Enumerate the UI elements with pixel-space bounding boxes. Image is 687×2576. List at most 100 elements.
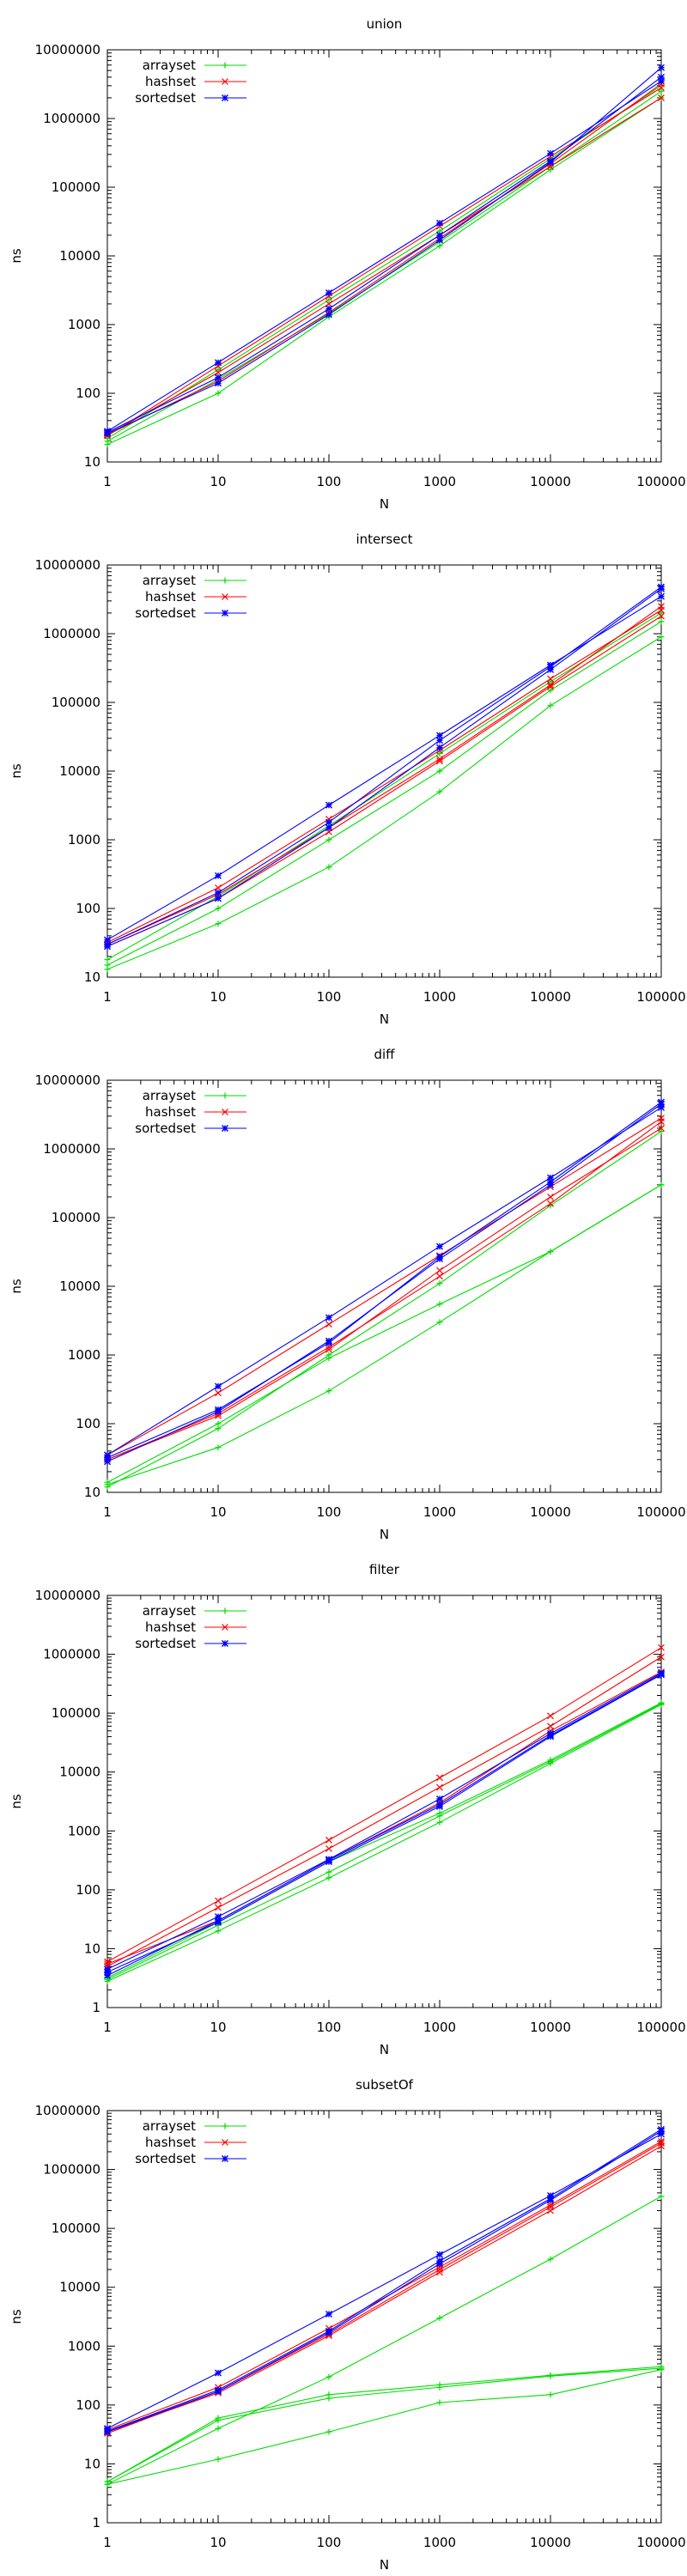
data-point	[104, 1484, 111, 1491]
series-line	[106, 1102, 662, 1459]
data-point	[436, 768, 443, 775]
series-line	[106, 83, 662, 435]
series-line	[106, 1702, 662, 1978]
x-tick-label: 100000	[636, 2020, 685, 2035]
data-point	[547, 675, 554, 683]
x-tick-label: 10	[210, 2535, 226, 2550]
x-tick-label: 10000	[530, 474, 571, 489]
legend-label: sortedset	[135, 1121, 196, 1136]
legend-marker	[222, 1092, 228, 1099]
data-point	[547, 1712, 554, 1720]
y-tick-label: 1000000	[43, 2162, 100, 2178]
y-tick-label: 1000	[68, 832, 100, 848]
y-tick-label: 10	[84, 1485, 100, 1500]
data-point	[436, 737, 443, 744]
legend-label: sortedset	[135, 605, 196, 621]
y-tick-label: 1000000	[43, 111, 100, 126]
legend-label: sortedset	[135, 2151, 196, 2166]
data-point	[104, 957, 111, 963]
legend-label: sortedset	[135, 1636, 196, 1651]
data-point	[547, 683, 554, 690]
x-tick-label: 1	[103, 2535, 112, 2550]
series-line	[106, 596, 662, 940]
series-line	[106, 2367, 662, 2482]
series-line	[106, 1671, 662, 1965]
data-point	[436, 744, 443, 751]
data-point	[658, 1182, 665, 1188]
legend-marker	[222, 78, 228, 85]
data-point	[215, 359, 222, 367]
data-point	[658, 1653, 665, 1661]
x-tick-label: 1	[103, 2020, 112, 2035]
series-line	[106, 1674, 662, 1973]
legend-label: arrayset	[143, 573, 196, 588]
data-point	[215, 1389, 222, 1397]
data-point	[436, 2266, 443, 2273]
data-point	[325, 1321, 332, 1328]
data-point	[436, 1273, 443, 1280]
y-tick-label: 10000	[59, 2280, 100, 2295]
legend-marker	[222, 1109, 228, 1115]
y-tick-label: 10000000	[35, 42, 100, 58]
data-point	[215, 367, 222, 374]
data-point	[215, 2386, 222, 2394]
series-run-1	[104, 1182, 665, 1485]
data-point	[547, 2372, 554, 2379]
data-point	[658, 94, 665, 101]
data-point	[436, 2251, 443, 2258]
data-point	[547, 1249, 554, 1255]
series-hashset	[104, 2142, 665, 2436]
y-tick-label: 1000000	[43, 1141, 100, 1157]
x-tick-label: 10	[210, 474, 226, 489]
y-tick-label: 10000000	[35, 1588, 100, 1603]
data-point	[325, 1314, 332, 1321]
data-point	[325, 2428, 332, 2435]
series-line	[106, 87, 662, 437]
data-point	[215, 889, 222, 896]
y-tick-label: 10	[84, 454, 100, 470]
data-point	[658, 1700, 665, 1707]
x-tick-label: 10000	[530, 1504, 571, 1520]
data-point	[658, 1124, 665, 1132]
legend-label: arrayset	[143, 1603, 196, 1619]
data-point	[215, 895, 222, 902]
x-axis-label: N	[380, 1012, 389, 1027]
legend-label: hashset	[145, 74, 196, 89]
data-point	[325, 864, 332, 871]
series-run-7	[104, 77, 665, 435]
y-tick-label: 1000	[68, 317, 100, 332]
series-run-8	[104, 583, 665, 948]
data-point	[547, 2195, 554, 2202]
data-point	[325, 1868, 332, 1875]
y-tick-label: 1	[92, 2515, 100, 2530]
data-point	[325, 1845, 332, 1852]
series-line	[106, 621, 662, 966]
legend-label: hashset	[145, 589, 196, 605]
series-run-4	[104, 606, 665, 946]
data-point	[436, 1319, 443, 1326]
series-line	[106, 1121, 662, 1461]
data-point	[436, 1280, 443, 1287]
x-tick-label: 100000	[636, 1504, 685, 1520]
x-tick-label: 1000	[423, 1504, 456, 1520]
data-point	[658, 2193, 665, 2200]
data-point	[215, 2369, 222, 2377]
data-point	[658, 610, 665, 617]
data-point	[658, 592, 665, 600]
x-tick-label: 10	[210, 989, 226, 1005]
data-point	[436, 242, 443, 249]
series-run-1	[104, 1699, 665, 1981]
plot-frame	[106, 49, 662, 463]
series-line	[106, 636, 662, 970]
data-point	[547, 2256, 554, 2263]
x-tick-label: 1000	[423, 474, 456, 489]
data-point	[215, 920, 222, 927]
data-point	[547, 159, 554, 167]
series-run-3	[104, 2365, 665, 2485]
x-tick-label: 100	[317, 2535, 342, 2550]
